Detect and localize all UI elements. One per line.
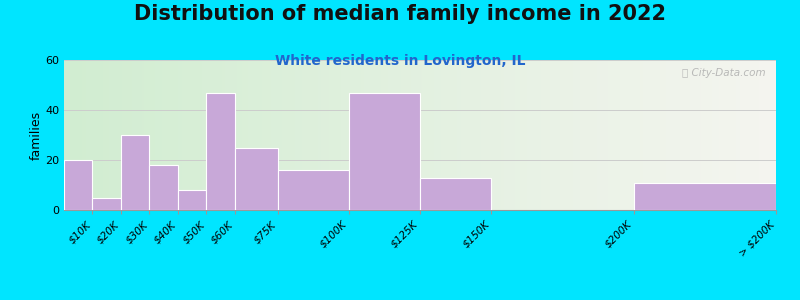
Bar: [93, 197, 121, 210]
Bar: [178, 190, 206, 210]
Text: Distribution of median family income in 2022: Distribution of median family income in …: [134, 4, 666, 25]
Bar: [235, 148, 278, 210]
Bar: [121, 135, 150, 210]
Bar: [64, 160, 93, 210]
Y-axis label: families: families: [30, 110, 42, 160]
Bar: [278, 170, 349, 210]
Bar: [634, 182, 776, 210]
Bar: [150, 165, 178, 210]
Bar: [206, 92, 235, 210]
Text: White residents in Lovington, IL: White residents in Lovington, IL: [274, 54, 526, 68]
Bar: [420, 178, 491, 210]
Bar: [349, 92, 420, 210]
Text: ⓘ City-Data.com: ⓘ City-Data.com: [682, 68, 766, 77]
